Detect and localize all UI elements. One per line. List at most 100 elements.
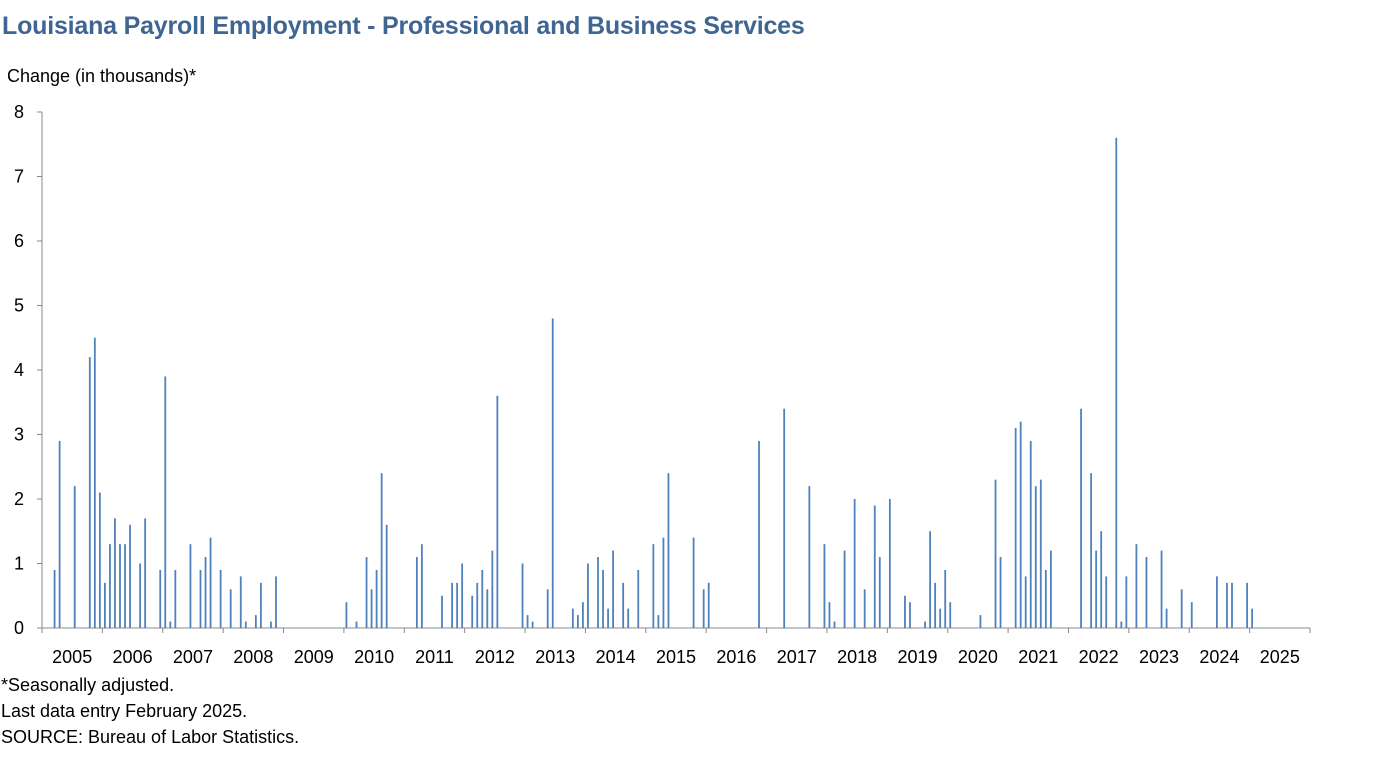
bar xyxy=(1100,531,1103,628)
x-tick-label: 2021 xyxy=(1018,647,1058,667)
bar xyxy=(823,544,826,628)
bars xyxy=(53,137,1254,629)
x-tick-label: 2016 xyxy=(716,647,756,667)
bar xyxy=(531,621,534,628)
bar xyxy=(98,492,101,628)
bar xyxy=(109,544,111,628)
bar xyxy=(385,524,388,628)
bar xyxy=(944,569,947,628)
bar xyxy=(365,557,368,628)
bar xyxy=(270,621,272,628)
bar xyxy=(375,569,378,628)
bar xyxy=(345,602,348,628)
bar xyxy=(144,518,147,628)
bar xyxy=(1095,550,1098,628)
bar xyxy=(949,602,952,628)
y-axis: 0 1 2 3 4 5 6 7 8 xyxy=(14,102,43,638)
x-tick-label: 2008 xyxy=(233,647,273,667)
x-tick-label: 2006 xyxy=(113,647,153,667)
x-tick-label: 2025 xyxy=(1260,647,1300,667)
bar xyxy=(637,569,640,628)
x-tick-label: 2005 xyxy=(52,647,92,667)
bar xyxy=(994,479,997,628)
bar xyxy=(692,537,695,628)
bar xyxy=(461,563,464,628)
bar xyxy=(275,576,277,628)
note-source: SOURCE: Bureau of Labor Statistics. xyxy=(1,727,300,747)
bar xyxy=(602,569,604,628)
bar xyxy=(259,582,262,628)
y-tick-label: 0 xyxy=(14,618,24,638)
bar xyxy=(546,589,549,628)
x-tick-label: 2007 xyxy=(173,647,213,667)
bar xyxy=(1024,576,1027,628)
bar xyxy=(924,621,926,628)
x-tick-label: 2018 xyxy=(837,647,877,667)
bar xyxy=(1014,428,1017,628)
bar xyxy=(702,589,705,628)
bar xyxy=(486,589,489,628)
y-tick-label: 8 xyxy=(14,102,24,122)
bar xyxy=(1165,608,1168,628)
bar xyxy=(496,395,499,628)
bar xyxy=(204,557,207,628)
bar xyxy=(888,499,891,628)
bar xyxy=(934,582,937,628)
bar xyxy=(1190,602,1193,628)
bar xyxy=(863,589,866,628)
bar xyxy=(370,589,373,628)
bar xyxy=(612,550,615,628)
y-tick-label: 2 xyxy=(14,489,24,509)
x-tick-label: 2019 xyxy=(898,647,938,667)
chart-title: Louisiana Payroll Employment - Professio… xyxy=(2,12,805,40)
x-tick-label: 2012 xyxy=(475,647,515,667)
bar xyxy=(808,486,811,628)
bar xyxy=(53,569,56,628)
bar xyxy=(597,557,599,628)
bar xyxy=(707,582,710,628)
bar xyxy=(587,563,589,628)
y-axis-label: Change (in thousands)* xyxy=(7,66,197,86)
x-tick-label: 2011 xyxy=(415,647,454,667)
bar xyxy=(1145,557,1148,628)
bar xyxy=(114,518,116,628)
bar xyxy=(939,608,942,628)
bar xyxy=(159,569,162,628)
bar xyxy=(244,621,247,628)
y-tick-label: 4 xyxy=(14,360,24,380)
bar xyxy=(873,505,876,628)
bar xyxy=(622,582,625,628)
bar xyxy=(199,569,202,628)
bar xyxy=(451,582,453,628)
bar xyxy=(1049,550,1052,628)
bar xyxy=(169,621,172,628)
bar xyxy=(1115,137,1118,629)
bar xyxy=(124,544,126,628)
bar xyxy=(73,486,76,628)
bar xyxy=(929,531,932,628)
bar xyxy=(189,544,192,628)
bar xyxy=(415,557,418,628)
bar xyxy=(456,582,459,628)
bar xyxy=(909,602,911,628)
bar xyxy=(1080,408,1082,628)
bar xyxy=(1231,582,1233,628)
bar xyxy=(662,537,665,628)
y-tick-label: 6 xyxy=(14,231,24,251)
y-tick-label: 7 xyxy=(14,167,24,187)
bar xyxy=(1180,589,1183,628)
bar xyxy=(471,595,474,628)
bar xyxy=(93,337,96,628)
bar xyxy=(254,615,257,628)
bar xyxy=(627,608,630,628)
y-tick-label: 5 xyxy=(14,296,24,316)
bar xyxy=(476,582,479,628)
bar xyxy=(1160,550,1163,628)
bar xyxy=(576,615,579,628)
x-tick-label: 2024 xyxy=(1199,647,1239,667)
bar xyxy=(441,595,443,628)
x-tick-label: 2020 xyxy=(958,647,998,667)
bar xyxy=(878,557,881,628)
bar xyxy=(239,576,242,628)
x-tick-label: 2014 xyxy=(596,647,636,667)
